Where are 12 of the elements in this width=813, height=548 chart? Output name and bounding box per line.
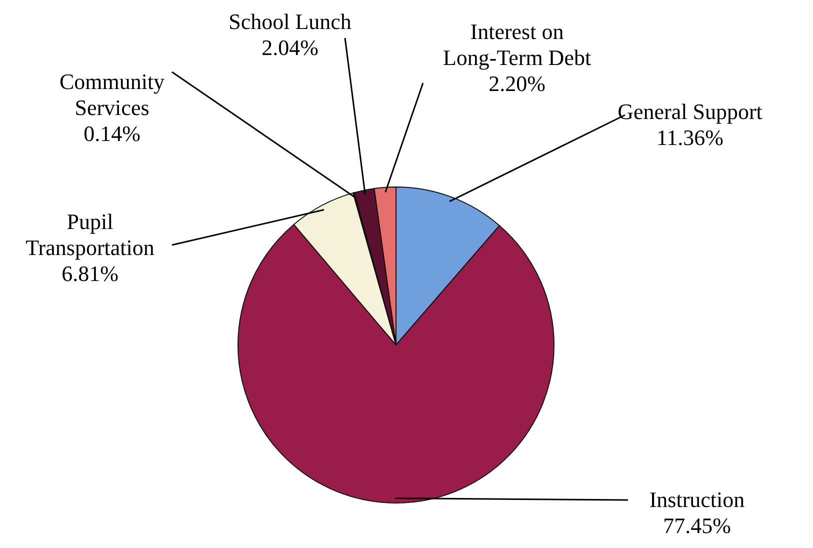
data-label: 77.45%: [663, 513, 731, 538]
data-label: 6.81%: [62, 261, 118, 286]
slice-label: Pupil Transportation: [26, 209, 154, 260]
data-label: 0.14%: [84, 121, 140, 146]
slice-label: School Lunch: [228, 9, 352, 34]
slice-label: Community Services: [59, 69, 165, 120]
data-label: 2.04%: [262, 35, 318, 60]
slice-label: Interest on Long-Term Debt: [442, 19, 592, 70]
slice-label: Instruction: [649, 487, 745, 512]
slice-label: General Support: [618, 99, 762, 124]
data-label: 2.20%: [488, 71, 546, 96]
data-label: 11.36%: [656, 125, 724, 150]
